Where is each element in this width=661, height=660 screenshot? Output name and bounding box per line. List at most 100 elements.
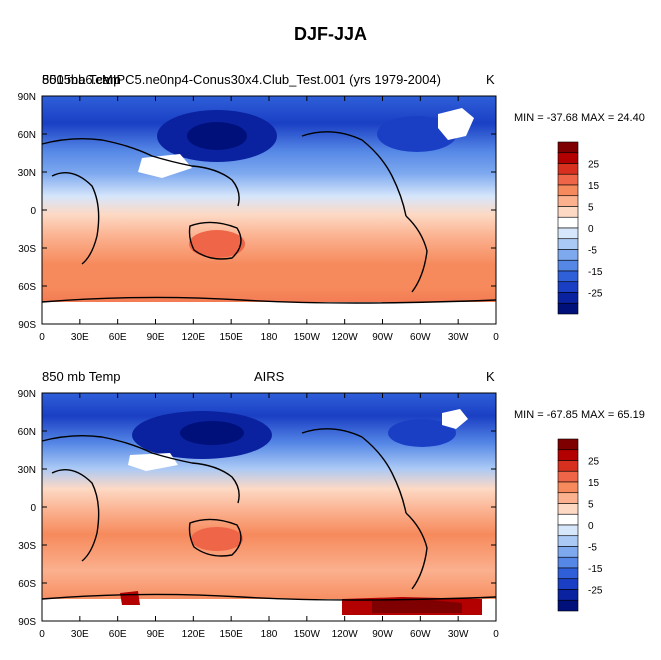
panel2-lon-tick-label: 180 [261,629,278,640]
panel1-colorbar-swatch [557,259,579,272]
panel1-colorbar-swatch [557,227,579,240]
panel2-lon-tick-label: 30W [448,629,469,640]
panel1-colorbar-label: -15 [588,267,603,278]
panel2-colorbar-swatch [557,556,579,569]
panel2-lon-tick-label: 60W [410,629,431,640]
panel1-lat-tick-label: 90N [18,92,36,103]
panel1-lat-tick-label: 30S [18,244,36,255]
panel2-colorbar-swatch [557,470,579,483]
panel2-coastlines [41,428,497,601]
panel1-center-label: MIPC5.ne0np4-Conus30x4.Club_Test.001 (yr… [102,72,441,87]
panel2-colorbar-label: 15 [588,478,600,489]
panel1-colorbar-label: 5 [588,203,594,214]
panel2-colorbar-label: 0 [588,521,594,532]
panel2-colorbar-label: -15 [588,564,603,575]
panel2-lon-tick-label: 150W [294,629,321,640]
panel1-lon-tick-label: 30E [71,332,89,343]
panel2-colorbar-swatch [557,492,579,504]
panel2-colorbar-swatch [557,578,579,590]
panel1-colorbar-swatch [557,270,579,283]
panel1-colorbar-swatch [557,163,579,175]
panel1-colorbar-swatch [557,292,579,304]
panel2-center-label: AIRS [254,369,285,384]
panel2-lon-tick-label: 90W [372,629,393,640]
panel1-lat-tick-label: 90S [18,320,36,331]
panel1-field-label: 850 mb Temp [42,72,121,87]
panel1-lat-tick-label: 60S [18,282,36,293]
panel2-lon-tick-label: 60E [109,629,127,640]
panel2-lon-tick-label: 120W [332,629,359,640]
panel1-lat-tick-label: 60N [18,130,36,141]
panel2-lon-tick-label: 30E [71,629,89,640]
panel1-lon-tick-label: 60W [410,332,431,343]
panel2-field-label: 850 mb Temp [42,369,121,384]
panel1-lon-tick-label: 120W [332,332,359,343]
panel2-colorbar-label: 5 [588,500,594,511]
panel2-minmax: MIN = -67.85 MAX = 65.19 [514,409,645,421]
panel1-antarctica-mask [42,302,496,324]
panel2-colorbar-swatch [557,481,579,494]
panel1-lon-tick-label: 150E [219,332,243,343]
panel2-colorbar-swatch [557,449,579,461]
panel1-colorbar-swatch [557,249,579,261]
figure-title: DJF-JJA [293,24,368,44]
panel1-units: K [486,72,495,87]
panel2-colorbar-swatch [557,513,579,526]
panel2-lon-tick-label: 0 [39,629,45,640]
panel2-units: K [486,369,495,384]
panel1-lon-tick-label: 150W [294,332,321,343]
panel2-greenland-mask [442,409,468,429]
panel2-lat-tick-label: 30S [18,541,36,552]
panel2-lon-tick-label: 0 [493,629,499,640]
panel1-lon-tick-label: 180 [261,332,278,343]
panel2-lon-tick-label: 120E [182,629,206,640]
panel1-colorbar-swatch [557,281,579,293]
panel1-lon-tick-label: 90W [372,332,393,343]
panel2-lat-tick-label: 90N [18,389,36,400]
panel1-case-label: 5015ba6.cam [42,72,121,87]
panel1-lon-tick-label: 90E [147,332,165,343]
panel2-colorbar: 25 15 5 0 -5 -15 -25 [557,438,603,612]
panel1-colorbar-swatch [557,206,579,218]
panel2-colorbar-swatch [557,535,579,547]
panel1-lon-tick-label: 120E [182,332,206,343]
panel1-colorbar-swatch [557,302,579,315]
panel2-colorbar-swatch [557,546,579,558]
panel2-lon-tick-label: 150E [219,629,243,640]
panel1-colorbar-label: -25 [588,289,603,300]
panel1-minmax: MIN = -37.68 MAX = 24.40 [514,112,645,124]
panel2-lat-tick-label: 30N [18,465,36,476]
panel2-colorbar-swatch [557,589,579,601]
panel2-colorbar-swatch [557,524,579,537]
panel1-colorbar-swatch [557,184,579,197]
panel2-colorbar-label: -5 [588,543,597,554]
panel1-lon-tick-label: 0 [493,332,499,343]
panel2-colorbar-swatch [557,460,579,472]
panel1-colorbar-label: 25 [588,160,600,171]
panel1-colorbar-swatch [557,238,579,250]
panel1-greenland-mask [438,108,474,140]
panel1-coastlines [41,131,497,304]
panel1-colorbar-swatch [557,141,579,154]
panel2-colorbar-label: -25 [588,586,603,597]
panel2-lon-tick-label: 90E [147,629,165,640]
panel2-lat-tick-label: 90S [18,617,36,628]
panel2-lat-tick-label: 60N [18,427,36,438]
panel1-colorbar-swatch [557,216,579,229]
panel2-lat-tick-label: 60S [18,579,36,590]
panel1-lon-tick-label: 0 [39,332,45,343]
panel2-lat-tick-label: 0 [30,503,36,514]
panel1-tibet-mask [138,154,192,178]
panel1-colorbar-label: 15 [588,181,600,192]
panel2-colorbar-label: 25 [588,457,600,468]
panel1-colorbar-swatch [557,173,579,186]
panel2-colorbar-swatch [557,438,579,451]
panel1-lat-tick-label: 30N [18,168,36,179]
panel1-lon-tick-label: 60E [109,332,127,343]
panel1-colorbar: 25 15 5 0 -5 -15 -25 [557,141,603,315]
panel1-colorbar-label: -5 [588,246,597,257]
panel1-lat-tick-label: 0 [30,206,36,217]
panel2-colorbar-swatch [557,599,579,612]
